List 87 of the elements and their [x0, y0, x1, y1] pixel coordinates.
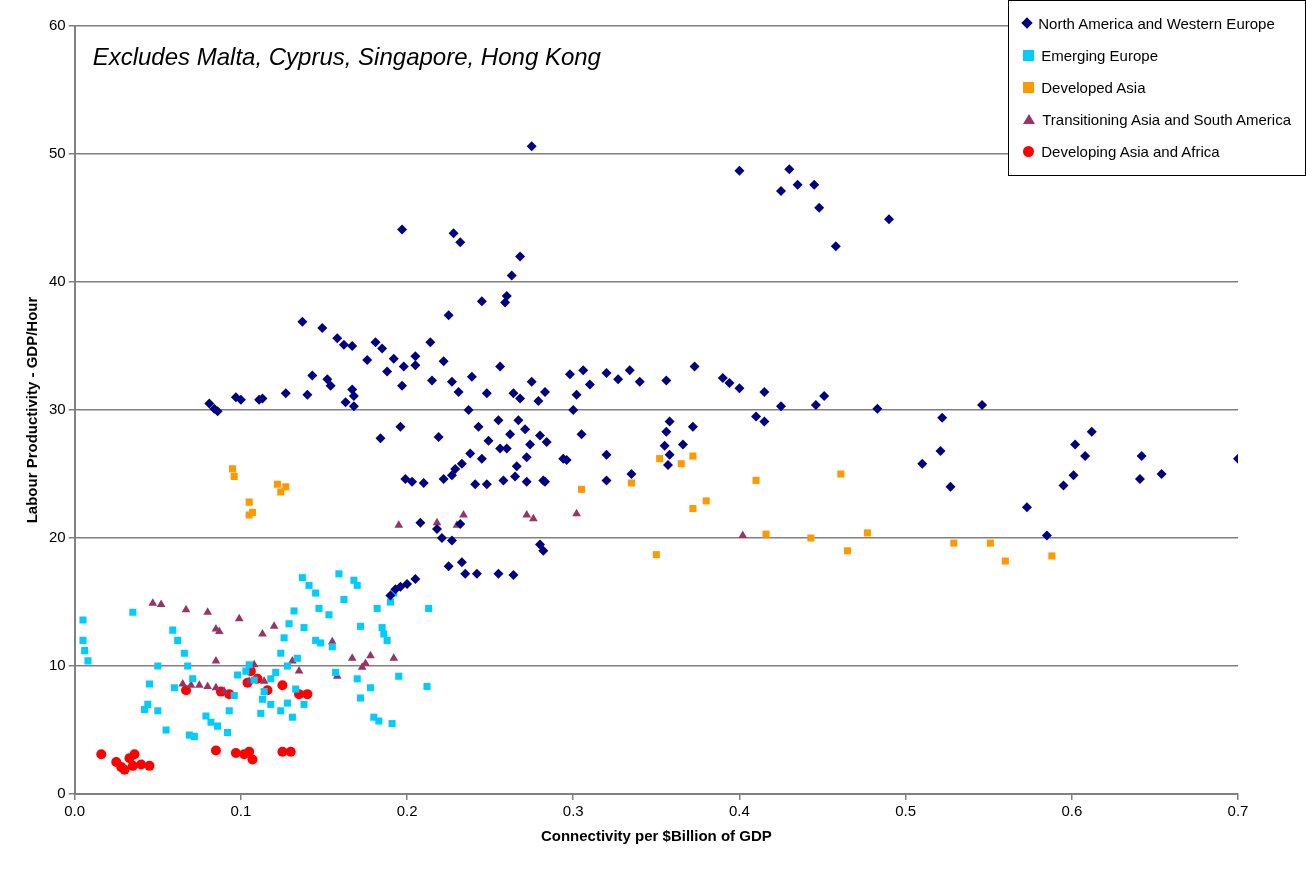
point: [269, 621, 279, 629]
point: [389, 653, 399, 661]
point: [277, 680, 288, 691]
point: [394, 520, 404, 528]
point: [245, 511, 253, 519]
y-tick-label: 60: [49, 16, 66, 34]
point: [1048, 552, 1056, 560]
point: [432, 517, 442, 526]
y-tick-label: 0: [57, 784, 66, 802]
point: [203, 681, 212, 689]
point: [229, 465, 237, 473]
point: [285, 746, 296, 757]
annotation: Excludes Malta, Cyprus, Singapore, Hong Kong: [92, 42, 602, 70]
y-tick-label: 10: [49, 656, 66, 674]
x-axis-title: Connectivity per $Billion of GDP: [540, 827, 772, 845]
point: [843, 547, 851, 555]
y-tick-label: 40: [49, 272, 66, 290]
point: [210, 745, 221, 756]
point: [863, 529, 871, 537]
point: [986, 539, 994, 547]
point: [762, 530, 770, 538]
point: [950, 539, 958, 547]
y-axis-title: Labour Productivity - GDP/Hour: [23, 296, 41, 524]
point: [1001, 557, 1009, 565]
point: [277, 488, 285, 496]
x-tick-label: 0.3: [562, 802, 584, 820]
point: [627, 479, 635, 487]
point: [522, 509, 532, 518]
point: [211, 655, 221, 664]
legend-label: Developed Asia: [1041, 78, 1146, 96]
legend-label: North America and Western Europe: [1038, 14, 1275, 32]
y-tick-label: 30: [49, 400, 66, 418]
point: [230, 748, 241, 759]
x-tick-label: 0.2: [396, 802, 418, 820]
x-tick-label: 0.1: [230, 802, 252, 820]
point: [124, 753, 135, 764]
point: [96, 749, 107, 760]
point: [837, 470, 845, 478]
point: [234, 613, 244, 622]
legend-label: Transitioning Asia and South America: [1042, 110, 1291, 128]
point: [347, 653, 357, 661]
point: [282, 483, 290, 491]
point: [219, 686, 229, 695]
x-tick-label: 0.0: [64, 802, 86, 820]
x-tick-label: 0.7: [1227, 802, 1249, 820]
point: [807, 534, 815, 542]
point: [273, 480, 281, 488]
point: [689, 452, 697, 460]
y-tick-label: 20: [49, 528, 66, 546]
point: [203, 607, 212, 615]
point: [258, 629, 267, 637]
point: [294, 666, 304, 674]
point: [156, 599, 166, 608]
point: [247, 754, 258, 765]
point: [144, 760, 155, 771]
x-tick-label: 0.6: [1061, 802, 1083, 820]
point: [148, 598, 158, 606]
x-tick-label: 0.4: [729, 802, 750, 820]
point: [259, 676, 269, 684]
point: [302, 689, 313, 700]
point: [652, 551, 660, 559]
point: [738, 530, 748, 538]
point: [277, 746, 288, 757]
point: [366, 650, 375, 659]
point: [230, 473, 238, 481]
point: [178, 678, 188, 687]
point: [572, 508, 581, 517]
point: [529, 513, 538, 522]
legend-label: Emerging Europe: [1041, 46, 1158, 64]
point: [211, 682, 221, 691]
point: [578, 485, 586, 493]
point: [689, 505, 697, 513]
point: [677, 460, 685, 468]
point: [195, 680, 204, 688]
point: [702, 497, 710, 505]
legend-label: Developing Asia and Africa: [1041, 142, 1220, 160]
point: [459, 509, 468, 518]
x-tick-label: 0.5: [895, 802, 917, 820]
point: [181, 604, 191, 613]
point: [656, 455, 664, 463]
point: [181, 685, 192, 696]
point: [245, 498, 253, 506]
point: [244, 746, 255, 757]
point: [752, 476, 760, 484]
point: [361, 658, 370, 666]
point: [136, 759, 147, 770]
y-tick-label: 50: [49, 144, 66, 162]
